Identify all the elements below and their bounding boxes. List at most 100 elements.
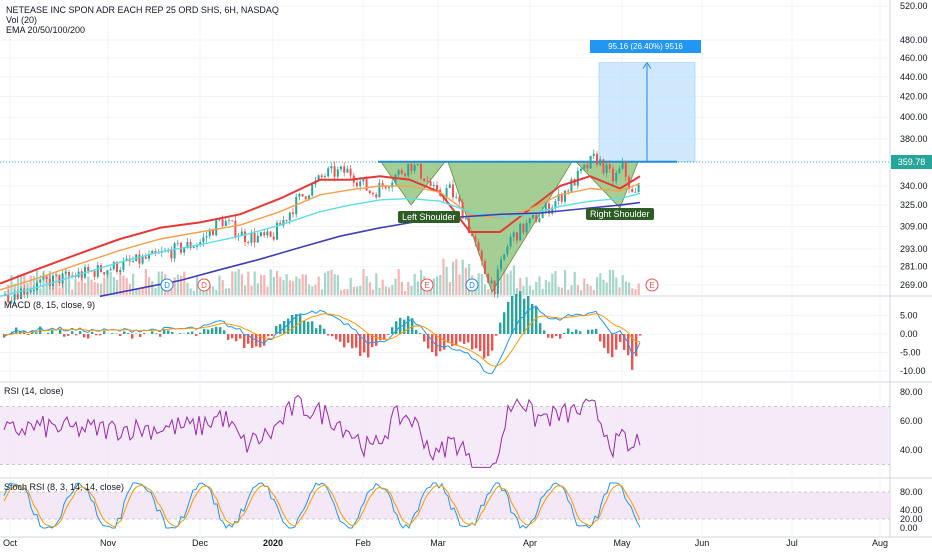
volume-bar [241, 274, 243, 295]
volume-bar [535, 282, 537, 295]
stoch-rsi-legend[interactable]: Stoch RSI (8, 3, 14, 14, close) [4, 482, 124, 492]
macd-histogram-bar [363, 334, 365, 352]
volume-bar [327, 271, 329, 295]
volume-bar [110, 272, 112, 295]
candle [494, 281, 496, 294]
candle [113, 262, 115, 269]
candle [430, 181, 432, 186]
volume-bar [481, 274, 483, 295]
left-shoulder-label[interactable]: Left Shoulder [398, 211, 460, 223]
macd-histogram-bar [391, 327, 393, 334]
volume-bar [183, 272, 185, 295]
candle [401, 170, 403, 173]
volume-bar [372, 290, 374, 295]
macd-histogram-bar [607, 334, 609, 353]
candle [340, 166, 342, 169]
candle [244, 232, 246, 242]
rsi-legend[interactable]: RSI (14, close) [4, 386, 64, 396]
volume-bar [593, 290, 595, 295]
macd-tick-label: 5.00 [900, 311, 918, 321]
volume-bar [564, 270, 566, 295]
candle [170, 250, 172, 258]
volume-bar [602, 280, 604, 295]
volume-bar [526, 277, 528, 295]
candle [567, 191, 569, 192]
candle [206, 236, 208, 237]
candle [554, 201, 556, 208]
candle [270, 231, 272, 236]
volume-bar [558, 287, 560, 295]
volume-bar [180, 276, 182, 295]
volume-bar [615, 278, 617, 295]
macd-histogram-bar [63, 334, 65, 337]
volume-bar [215, 290, 217, 295]
volume-bar [638, 283, 640, 295]
candle [343, 166, 345, 172]
volume-bar [58, 288, 60, 295]
candle [538, 218, 540, 222]
macd-histogram-bar [227, 334, 229, 340]
macd-histogram-bar [291, 315, 293, 334]
macd-histogram-bar [331, 334, 333, 336]
rsi-tick-label: 80.00 [900, 387, 923, 397]
macd-histogram-bar [179, 333, 181, 334]
volume-bar [311, 287, 313, 295]
macd-histogram-bar [159, 334, 161, 337]
macd-histogram-bar [203, 329, 205, 334]
candle [46, 276, 48, 279]
macd-histogram-bar [79, 331, 81, 334]
macd-histogram-bar [367, 334, 369, 357]
volume-bar [292, 281, 294, 295]
volume-bar [334, 274, 336, 295]
candle [602, 159, 604, 173]
volume-bar [145, 269, 147, 295]
macd-histogram-bar [347, 334, 349, 343]
macd-histogram-bar [483, 334, 485, 358]
volume-bar [94, 282, 96, 295]
volume-bar [346, 289, 348, 295]
macd-histogram-bar [387, 334, 389, 335]
macd-histogram-bar [567, 328, 569, 334]
volume-bar [394, 279, 396, 295]
volume-bar [340, 290, 342, 295]
candle [222, 219, 224, 226]
candle [510, 237, 512, 247]
macd-histogram-bar [59, 330, 61, 334]
volume-bar [90, 280, 92, 295]
candle [298, 194, 300, 197]
candle [247, 242, 249, 243]
volume-bar [359, 286, 361, 295]
x-tick-label: Aug [872, 538, 888, 548]
volume-bar [449, 282, 451, 295]
macd-histogram-bar [535, 307, 537, 334]
volume-legend[interactable]: Vol (20) [6, 15, 279, 25]
volume-bar [244, 286, 246, 295]
ema-legend[interactable]: EMA 20/50/100/200 [6, 25, 279, 35]
macd-histogram-bar [335, 334, 337, 339]
right-shoulder-label[interactable]: Right Shoulder [586, 208, 654, 220]
volume-bar [356, 287, 358, 295]
candle [225, 221, 227, 226]
candle [231, 220, 233, 221]
candle [106, 270, 108, 274]
volume-bar [522, 286, 524, 295]
volume-bar [391, 285, 393, 295]
macd-histogram-bar [355, 334, 357, 348]
candle [362, 179, 364, 181]
volume-bar [532, 290, 534, 295]
price-tick-label: 420.00 [900, 92, 928, 102]
candle [142, 257, 144, 264]
price-tick-label: 440.00 [900, 72, 928, 82]
symbol-title[interactable]: NETEASE INC SPON ADR EACH REP 25 ORD SHS… [6, 5, 279, 15]
volume-bar [186, 283, 188, 295]
macd-histogram-bar [199, 333, 201, 334]
volume-bar [234, 272, 236, 295]
candle [26, 292, 28, 294]
volume-bar [138, 289, 140, 295]
measure-label[interactable]: 95.16 (26.40%) 9516 [590, 40, 701, 53]
macd-histogram-bar [83, 334, 85, 337]
macd-legend[interactable]: MACD (8, 15, close, 9) [4, 300, 95, 310]
macd-histogram-bar [595, 329, 597, 334]
volume-bar [398, 269, 400, 295]
